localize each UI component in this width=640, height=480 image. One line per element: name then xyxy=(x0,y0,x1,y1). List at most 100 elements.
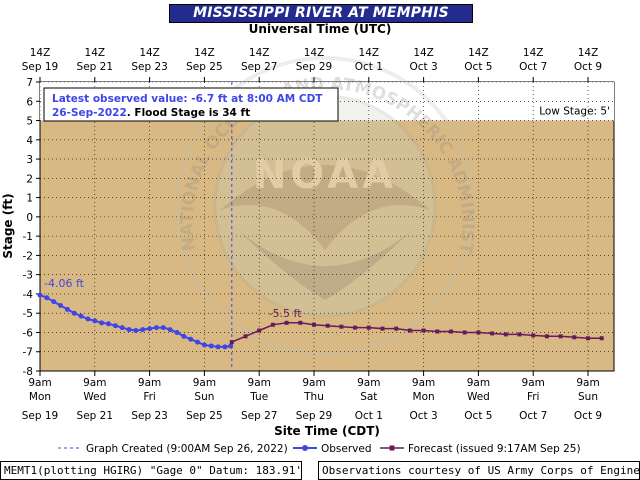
bottom-tick-day: Thu xyxy=(303,391,324,403)
top-tick-hour: 14Z xyxy=(304,47,325,59)
top-tick-hour: 14Z xyxy=(85,47,106,59)
forecast-point xyxy=(421,328,426,333)
legend-observed-label: Observed xyxy=(321,443,372,455)
y-tick-label: 6 xyxy=(26,96,33,108)
info-latest-value: Latest observed value: -6.7 ft at 8:00 A… xyxy=(52,93,323,105)
observed-point xyxy=(188,336,194,342)
bottom-tick-time: 9am xyxy=(302,377,325,389)
info-box: Latest observed value: -6.7 ft at 8:00 A… xyxy=(43,87,339,122)
bottom-tick-date: Sep 19 xyxy=(22,410,59,422)
bottom-axis-ticks: 9am Mon Sep 19 9am Wed Sep 21 9am Fri Sep 23 9am S… xyxy=(22,371,602,422)
bottom-tick-day: Mon xyxy=(29,391,51,403)
y-tick-label: -5 xyxy=(23,308,33,320)
observed-point xyxy=(106,321,111,327)
observed-point xyxy=(228,343,234,349)
top-axis-ticks: 14Z Sep 19 14Z Sep 21 14Z Sep 23 14Z Sep 25 14Z S… xyxy=(22,47,602,82)
top-tick-date: Oct 9 xyxy=(574,61,602,73)
top-tick-hour: 14Z xyxy=(578,47,599,59)
observed-point xyxy=(37,292,43,298)
y-tick-label: 7 xyxy=(26,77,33,89)
bottom-tick-date: Oct 7 xyxy=(519,410,547,422)
observed-point xyxy=(174,329,180,335)
top-tick-date: Sep 23 xyxy=(131,61,168,73)
bottom-tick-day: Mon xyxy=(413,391,435,403)
top-tick-date: Oct 5 xyxy=(464,61,492,73)
y-tick-label: 2 xyxy=(26,173,33,185)
low-stage-label: Low Stage: 5' xyxy=(539,106,610,118)
top-tick-hour: 14Z xyxy=(523,47,544,59)
observed-point xyxy=(167,327,173,333)
forecast-point xyxy=(407,328,412,333)
observed-point xyxy=(153,325,159,331)
forecast-peak-label: -5.5 ft xyxy=(269,307,303,320)
observed-point xyxy=(140,327,146,333)
bottom-tick-date: Oct 5 xyxy=(464,410,492,422)
observed-point xyxy=(222,344,228,350)
forecast-point xyxy=(476,330,481,335)
bottom-tick-date: Sep 27 xyxy=(241,410,278,422)
bottom-tick-date: Oct 3 xyxy=(410,410,438,422)
y-tick-label: -3 xyxy=(23,270,33,282)
bottom-tick-day: Sun xyxy=(194,391,214,403)
observed-point xyxy=(71,310,77,316)
bottom-tick-time: 9am xyxy=(522,377,545,389)
y-tick-label: 1 xyxy=(26,193,33,205)
forecast-point xyxy=(435,329,440,334)
legend-created-label: Graph Created (9:00AM Sep 26, 2022) xyxy=(86,443,288,455)
top-tick-date: Sep 25 xyxy=(186,61,223,73)
top-tick-date: Oct 1 xyxy=(355,61,383,73)
forecast-point xyxy=(394,326,399,331)
forecast-point xyxy=(312,322,316,327)
forecast-point xyxy=(243,334,248,339)
forecast-point xyxy=(544,334,549,339)
forecast-point xyxy=(503,332,508,337)
forecast-point xyxy=(229,340,234,345)
info-flood-stage: . Flood Stage is 34 ft xyxy=(127,107,250,119)
y-tick-label: -4 xyxy=(23,289,34,301)
forecast-point xyxy=(586,336,590,341)
y-tick-label: -6 xyxy=(23,327,34,339)
bottom-tick-time: 9am xyxy=(28,377,51,389)
forecast-point xyxy=(270,322,275,327)
forecast-point xyxy=(462,330,467,335)
forecast-point xyxy=(380,326,385,331)
bottom-tick-day: Sun xyxy=(578,391,598,403)
bottom-tick-date: Sep 29 xyxy=(296,410,333,422)
y-axis-ticks: -8 -7 -6 -5 -4 -3 -2 -1 0 1 2 3 4 5 6 7 xyxy=(23,77,40,378)
observed-point xyxy=(147,326,153,332)
forecast-series-line xyxy=(231,322,602,343)
legend: Graph Created (9:00AM Sep 26, 2022) Obse… xyxy=(58,443,581,455)
top-tick-date: Oct 7 xyxy=(519,61,547,73)
bottom-tick-day: Sat xyxy=(360,391,377,403)
forecast-series-points xyxy=(229,320,604,345)
observed-point xyxy=(78,313,84,319)
observed-point xyxy=(44,295,50,301)
bottom-tick-time: 9am xyxy=(83,377,106,389)
observed-point xyxy=(160,325,166,331)
forecast-point xyxy=(298,320,303,325)
observed-point xyxy=(208,343,214,349)
bottom-tick-day: Wed xyxy=(467,391,490,403)
observed-point xyxy=(133,328,139,334)
observed-point xyxy=(215,344,221,350)
legend-forecast-marker xyxy=(389,445,395,451)
bottom-tick-time: 9am xyxy=(412,377,435,389)
bottom-tick-day: Wed xyxy=(83,391,106,403)
footer-datum: MEMT1(plotting HGIRG) "Gage 0" Datum: 18… xyxy=(0,461,302,480)
y-tick-label: -8 xyxy=(23,366,33,378)
chart-title: MISSISSIPPI RIVER AT MEMPHIS xyxy=(169,4,473,23)
forecast-point xyxy=(325,323,330,328)
observed-point xyxy=(58,302,64,308)
top-tick-hour: 14Z xyxy=(194,47,215,59)
plot-area xyxy=(39,81,615,372)
forecast-point xyxy=(490,331,495,336)
y-tick-label: 0 xyxy=(26,212,33,224)
forecast-point xyxy=(449,329,453,334)
forecast-point xyxy=(284,320,289,325)
observed-point xyxy=(85,316,91,322)
observed-point xyxy=(201,342,207,348)
bottom-tick-time: 9am xyxy=(138,377,161,389)
bottom-tick-time: 9am xyxy=(357,377,380,389)
observed-point xyxy=(195,339,201,345)
